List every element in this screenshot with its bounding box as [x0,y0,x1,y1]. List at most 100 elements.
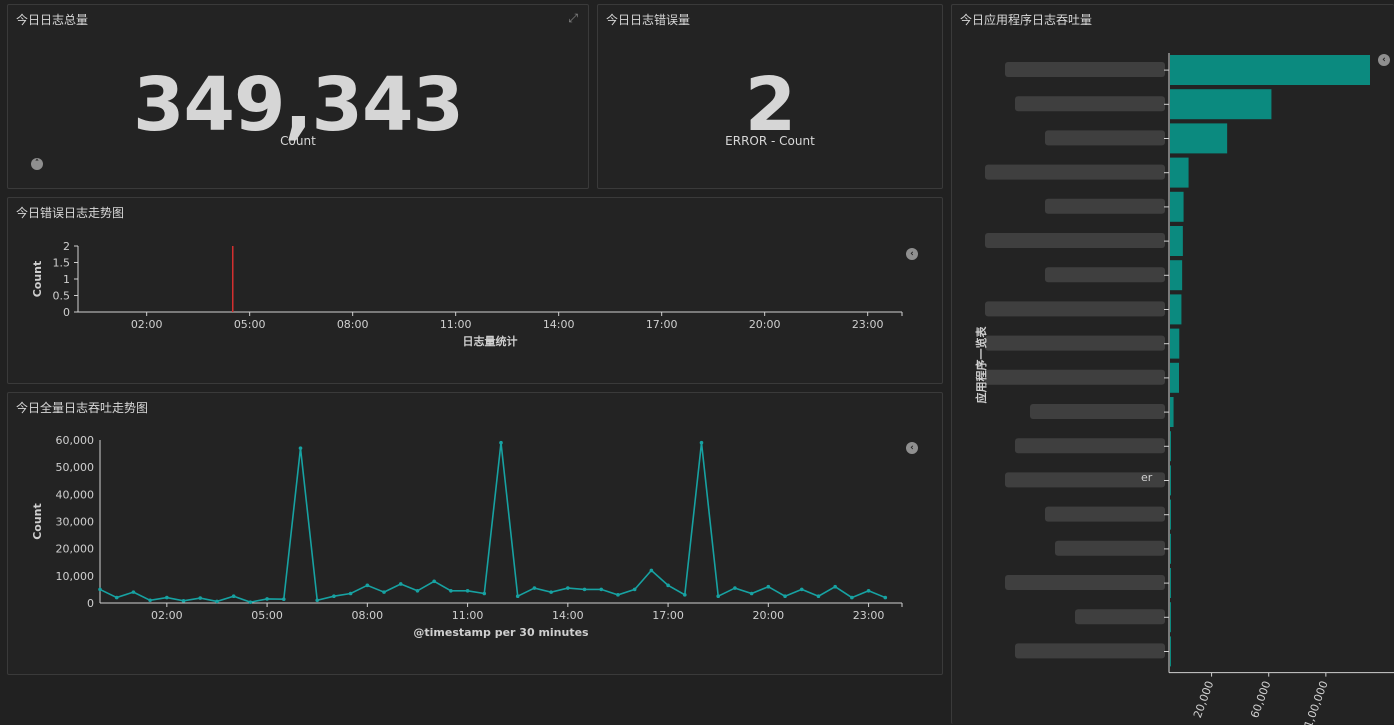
data-point [699,440,704,445]
error-bar [232,246,234,312]
data-point [566,586,570,590]
x-tick-label: 02:00 [131,318,163,331]
panel-total-logs: 今日日志总量 ⤢ 349,343 Count ˄ [7,4,589,189]
panel-title: 今日错误日志走势图 [16,206,125,220]
x-tick-label: 05:00 [251,609,283,622]
category-label-redacted [985,164,1165,180]
metric-label: ERROR - Count [725,134,815,148]
series-line [99,442,886,604]
y-tick-label: 20,000 [56,543,95,556]
data-point [682,593,687,597]
data-point [582,587,587,592]
chevron-up-circle-icon[interactable]: ˄ [31,158,43,170]
x-tick-label: 14:00 [543,318,575,331]
data-point [783,594,787,599]
panel-throughput-trend: 今日全量日志吞吐走势图 ‹ 0 10,000 20,000 30,000 40,000 5… [7,392,943,675]
bar [1170,568,1171,598]
category-label-redacted [1015,96,1165,112]
y-tick-label: 40,000 [56,488,95,501]
data-point [98,587,102,592]
bar [1170,226,1183,256]
category-label-redacted [1045,506,1165,522]
data-point [599,587,604,592]
bar [1170,362,1179,393]
data-point [198,596,203,600]
x-tick-label: 60,000 [1248,679,1273,720]
bar [1170,191,1184,222]
chevron-left-circle-icon[interactable]: ‹ [906,442,918,454]
data-point [616,593,620,597]
data-point [733,586,737,590]
panel-title: 今日全量日志吞吐走势图 [16,401,149,415]
category-label-redacted [1075,609,1165,625]
x-tick-label: 11:00 [440,318,472,331]
x-tick-label: 08:00 [351,609,383,622]
y-tick-label: 0 [63,306,70,319]
data-point [332,594,336,599]
bar [1170,397,1174,427]
bar [1170,157,1189,188]
category-label-redacted [1015,643,1165,659]
data-point [348,591,353,596]
y-axis-title: Count [31,503,44,540]
category-label-redacted [1005,575,1165,590]
x-tick-label: 11:00 [452,609,484,622]
chevron-left-circle-icon[interactable]: ‹ [1378,54,1390,66]
data-point [499,440,503,445]
x-tick-label: 02:00 [151,609,183,622]
data-point [749,591,754,596]
data-point [632,587,637,592]
chevron-left-circle-icon[interactable]: ‹ [906,248,918,260]
data-point [265,597,269,601]
data-point [365,583,370,588]
x-tick-label: 14:00 [552,609,584,622]
data-point [716,594,721,599]
panel-app-throughput: 今日应用程序日志吞吐量 ‹ 20,000 60,000 1,00,000 er 应用程序… [951,4,1394,725]
data-point [432,579,436,584]
bar [1170,89,1272,120]
data-point [114,595,119,600]
data-point [449,588,453,593]
data-point [165,595,169,600]
data-point [482,591,487,596]
category-label-redacted [1030,404,1165,419]
data-point [131,590,136,594]
category-label-redacted [1005,62,1165,77]
data-point [515,594,520,599]
y-axis-title: Count [31,261,44,298]
expand-icon[interactable]: ⤢ [568,11,578,25]
category-label-redacted [1015,438,1165,454]
data-point [215,599,219,604]
data-point [231,594,236,599]
error-trend-chart: 0 0.5 1 1.5 2 02:00 05:00 08:00 11:00 14:00 17:00 2… [31,240,903,348]
data-point [666,583,670,588]
x-tick-label: 20:00 [749,318,781,331]
panel-title: 今日日志错误量 [606,13,691,27]
x-tick-label: 20:00 [752,609,784,622]
bar [1170,602,1171,633]
category-label-redacted [1045,130,1165,146]
x-tick-label: 23:00 [852,318,884,331]
category-label-redacted [1055,540,1165,556]
data-point [649,568,654,573]
category-label-redacted [1005,472,1165,488]
y-tick-label: 1.5 [53,257,71,270]
data-point [883,595,888,600]
data-point [465,588,470,593]
bar [1170,55,1370,85]
data-point [298,446,303,450]
data-point [816,594,821,599]
data-point [248,600,253,604]
data-point [382,590,386,594]
y-tick-label: 2 [63,240,70,253]
category-label-redacted [985,335,1165,351]
x-tick-label: 05:00 [234,318,266,331]
bar [1170,465,1171,496]
data-point [148,598,152,603]
y-axis-title: 应用程序一览表 [974,326,988,404]
metric-label: Count [280,134,316,148]
x-tick-label: 1,00,000 [1302,679,1331,725]
y-tick-label: 10,000 [56,570,95,583]
data-point [398,582,403,586]
x-tick-label: 08:00 [337,318,369,331]
